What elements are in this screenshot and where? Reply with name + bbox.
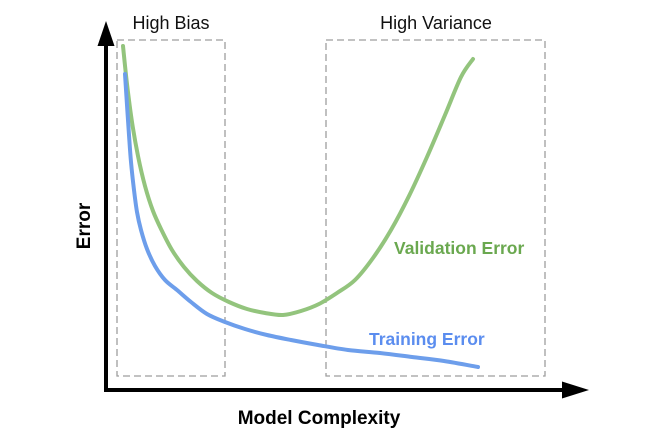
y-axis-arrowhead-icon (97, 21, 115, 46)
error-curves (121, 44, 480, 369)
region-box-high-bias (116, 39, 226, 377)
axes (97, 21, 589, 399)
validation-error-curve (121, 44, 475, 318)
annotation-regions (116, 39, 546, 377)
x-axis-arrowhead-icon (562, 381, 589, 399)
high-variance-label: High Variance (380, 13, 492, 33)
high-bias-label: High Bias (132, 13, 209, 33)
training-error-label: Training Error (369, 329, 485, 349)
region-box-high-variance (325, 39, 546, 377)
x-axis-title: Model Complexity (238, 408, 401, 429)
y-axis-title: Error (74, 202, 95, 249)
training-error-curve (123, 72, 480, 369)
validation-error-label: Validation Error (394, 238, 524, 258)
